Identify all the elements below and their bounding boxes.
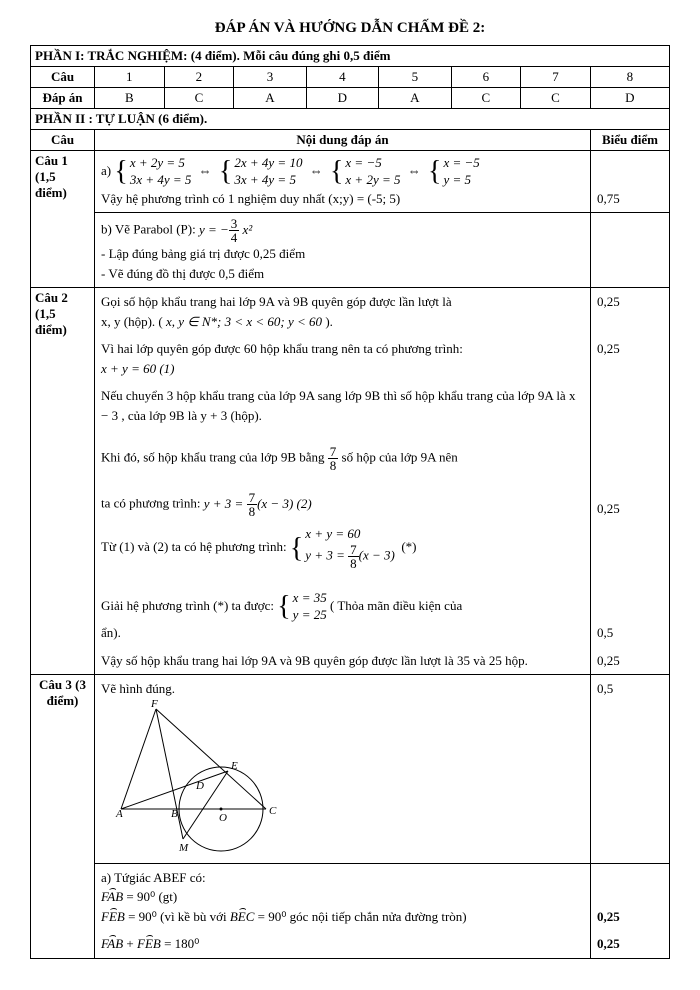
svg-text:A: A [115, 808, 123, 820]
cau3-label: Câu 3 (3 điểm) [31, 675, 95, 959]
mc-num-2: 2 [164, 67, 234, 88]
cau3-l4m: = 90⁰ (vì kề bù với [125, 909, 230, 924]
cau2-s3: 0,25 [591, 382, 670, 522]
svg-text:D: D [195, 780, 204, 792]
mc-num-8: 8 [590, 67, 669, 88]
svg-text:M: M [178, 842, 189, 854]
mc-ans-4: D [306, 88, 378, 109]
svg-text:C: C [269, 805, 277, 817]
svg-text:O: O [219, 812, 227, 824]
mc-ans-8: D [590, 88, 669, 109]
cau2-l7p: ta có phương trình: [101, 496, 204, 511]
cau2-l2m: x, y ∈ N*; 3 < x < 60; y < 60 [166, 314, 322, 329]
cau2-l2s: ). [322, 314, 333, 329]
cau3-l1: Vẽ hình đúng. [101, 681, 175, 696]
mc-num-7: 7 [521, 67, 591, 88]
cau3-s2: 0,25 [591, 863, 670, 930]
cau1-a-conclusion: Vậy hệ phương trình có 1 nghiệm duy nhất… [101, 191, 400, 206]
cau2-l8: Từ (1) và (2) ta có hệ phương trình: [101, 539, 290, 554]
svg-text:F: F [150, 699, 158, 710]
svg-text:B: B [171, 808, 178, 820]
cau2-l6s: số hộp của lớp 9A nên [342, 449, 458, 464]
mc-cau-label: Câu [31, 67, 95, 88]
cau2-l8star: (*) [401, 539, 416, 554]
col-cau: Câu [31, 130, 95, 151]
cau1-label: Câu 1 (1,5 điểm) [31, 151, 95, 288]
mc-num-3: 3 [234, 67, 306, 88]
cau3-r2: a) Tứgiác ABEF có: FAB = 90⁰ (gt) FEB = … [95, 863, 591, 930]
cau3-l4s: = 90⁰ góc nội tiếp chắn nửa đường tròn) [254, 909, 466, 924]
mc-ans-5: A [379, 88, 451, 109]
phan1-title: PHẦN I: TRẮC NGHIỆM: (4 điểm). [35, 48, 240, 63]
cau2-l1: Gọi số hộp khẩu trang hai lớp 9A và 9B q… [101, 294, 452, 309]
mc-num-4: 4 [306, 67, 378, 88]
cau2-l10: ẩn). [101, 625, 121, 640]
cau2-l4: x + y = 60 (1) [101, 361, 175, 376]
cau3-r3: FAB + FEB = 180⁰ [95, 930, 591, 958]
cau2-s5: 0,25 [591, 647, 670, 675]
mc-dapan-label: Đáp án [31, 88, 95, 109]
col-noidung: Nội dung đáp án [95, 130, 591, 151]
page-title: ĐÁP ÁN VÀ HƯỚNG DẪN CHẤM ĐỀ 2: [30, 20, 670, 37]
mc-ans-3: A [234, 88, 306, 109]
cau1-a-prefix: a) [101, 163, 111, 178]
cau3-s3: 0,25 [591, 930, 670, 958]
mc-num-row: Câu 1 2 3 4 5 6 7 8 [31, 67, 670, 88]
cau2-l7e: y + 3 = [204, 496, 247, 511]
cau1-a-score: 0,75 [591, 151, 670, 213]
cau3-l5s: = 180⁰ [161, 936, 200, 951]
cau2-l2p: x, y (hộp). ( [101, 314, 166, 329]
mc-ans-row: Đáp án B C A D A C C D [31, 88, 670, 109]
cau2-l6p: Khi đó, số hộp khẩu trang của lớp 9B bằn… [101, 449, 328, 464]
mc-num-5: 5 [379, 67, 451, 88]
phan1-header: PHẦN I: TRẮC NGHIỆM: (4 điểm). Mỗi câu đ… [31, 46, 670, 67]
cau1-b-score [591, 213, 670, 288]
cau2-l7s: (x − 3) (2) [257, 496, 312, 511]
cau2-l9s: ( Thỏa mãn điều kiện của [330, 598, 462, 613]
cau1-b: b) Vẽ Parabol (P): y = −34 x² - Lập đúng… [95, 213, 591, 288]
cau3-r1: Vẽ hình đúng. A F C B E D O M [95, 675, 591, 864]
cau3-figure: A F C B E D O M [101, 699, 301, 859]
mc-ans-7: C [521, 88, 591, 109]
cau2-l9: Giải hệ phương trình (*) ta được: [101, 598, 277, 613]
cau2-l11: Vậy số hộp khẩu trang hai lớp 9A và 9B q… [101, 653, 528, 668]
mc-ans-6: C [451, 88, 521, 109]
cau2-l3: Vì hai lớp quyên góp được 60 hộp khẩu tr… [101, 341, 463, 356]
cau3-s1: 0,5 [591, 675, 670, 864]
cau2-r1: Gọi số hộp khẩu trang hai lớp 9A và 9B q… [95, 288, 591, 336]
cau1-b-pre: b) Vẽ Parabol (P): [101, 222, 199, 237]
cau2-s1: 0,25 [591, 288, 670, 336]
cau2-r2: Vì hai lớp quyên góp được 60 hộp khẩu tr… [95, 335, 591, 382]
cau2-l5: Nếu chuyển 3 hộp khẩu trang của lớp 9A s… [101, 388, 575, 423]
mc-num-6: 6 [451, 67, 521, 88]
cau2-s4: 0,5 [591, 522, 670, 647]
main-table: PHẦN I: TRẮC NGHIỆM: (4 điểm). Mỗi câu đ… [30, 45, 670, 959]
cau3-l3s: = 90⁰ (gt) [123, 889, 177, 904]
phan2-header: PHẦN II : TỰ LUẬN (6 điểm). [31, 109, 670, 130]
svg-text:E: E [230, 760, 238, 772]
cau2-r3: Nếu chuyển 3 hộp khẩu trang của lớp 9A s… [95, 382, 591, 522]
cau1-b-l3: - Vẽ đúng đồ thị được 0,5 điểm [101, 266, 264, 281]
cau2-r5: Vậy số hộp khẩu trang hai lớp 9A và 9B q… [95, 647, 591, 675]
cau2-s2: 0,25 [591, 335, 670, 382]
cau1-b-l2: - Lập đúng bảng giá trị được 0,25 điểm [101, 246, 305, 261]
mc-ans-1: B [95, 88, 165, 109]
col-bieudiem: Biểu điểm [591, 130, 670, 151]
mc-num-1: 1 [95, 67, 165, 88]
cau2-r4: Từ (1) và (2) ta có hệ phương trình: {x … [95, 522, 591, 647]
mc-ans-2: C [164, 88, 234, 109]
cau1-a: a) {x + 2y = 53x + 4y = 5 ⇔ {2x + 4y = 1… [95, 151, 591, 213]
phan1-note: Mỗi câu đúng ghi 0,5 điểm [240, 48, 391, 63]
cau2-label: Câu 2 (1,5 điểm) [31, 288, 95, 675]
